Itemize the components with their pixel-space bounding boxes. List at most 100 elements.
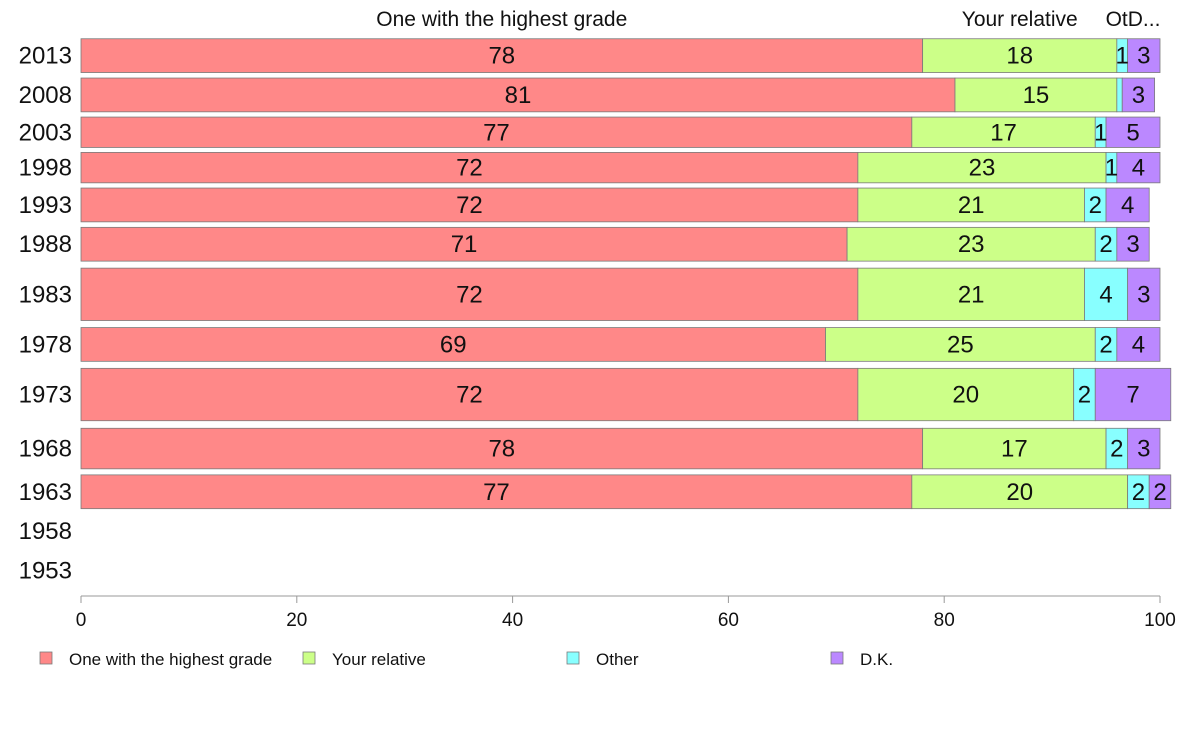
x-tick-label-20: 20 bbox=[286, 610, 307, 631]
x-tick-label-100: 100 bbox=[1144, 610, 1176, 631]
legend-label-other: Other bbox=[596, 650, 639, 669]
data-label-2003-one-with-the-highest-grade: 77 bbox=[483, 119, 510, 146]
data-label-1973-your-relative: 20 bbox=[952, 382, 979, 409]
bars-layer bbox=[80, 38, 1172, 510]
data-label-1968-one-with-the-highest-grade: 78 bbox=[488, 436, 515, 463]
bar-1978-one-with-the-highest-grade bbox=[80, 327, 826, 362]
y-category-1958: 1958 bbox=[19, 518, 72, 545]
bar-2003-d-k bbox=[1105, 116, 1161, 148]
y-category-1998: 1998 bbox=[19, 155, 72, 182]
legend: One with the highest grade Your relative O… bbox=[39, 650, 893, 669]
bar-2013-one-with-the-highest-grade bbox=[80, 38, 924, 73]
data-label-1998-your-relative: 23 bbox=[969, 155, 996, 182]
data-label-1968-your-relative: 17 bbox=[1001, 436, 1028, 463]
data-label-1983-your-relative: 21 bbox=[958, 281, 985, 308]
x-tick-label-80: 80 bbox=[934, 610, 955, 631]
bar-1993-one-with-the-highest-grade bbox=[80, 187, 859, 223]
y-category-2003: 2003 bbox=[19, 119, 72, 146]
data-label-1983-one-with-the-highest-grade: 72 bbox=[456, 281, 483, 308]
data-label-2013-one-with-the-highest-grade: 78 bbox=[488, 43, 515, 70]
bar-1973-your-relative bbox=[857, 367, 1075, 422]
data-label-1963-other: 2 bbox=[1132, 479, 1145, 506]
bar-1978-your-relative bbox=[825, 327, 1096, 362]
bar-1973-one-with-the-highest-grade bbox=[80, 367, 859, 422]
bar-2013-d-k bbox=[1127, 38, 1161, 73]
data-label-1978-your-relative: 25 bbox=[947, 331, 974, 358]
bar-1998-d-k bbox=[1116, 152, 1161, 184]
y-category-1993: 1993 bbox=[19, 192, 72, 219]
data-label-2003-your-relative: 17 bbox=[990, 119, 1017, 146]
data-label-2008-your-relative: 15 bbox=[1023, 82, 1050, 109]
data-label-1973-other: 2 bbox=[1078, 382, 1091, 409]
data-label-1988-other: 2 bbox=[1099, 231, 1112, 258]
y-category-1953: 1953 bbox=[19, 557, 72, 584]
data-label-1998-other: 1 bbox=[1105, 155, 1118, 182]
bar-1968-d-k bbox=[1127, 427, 1161, 470]
bar-2008-your-relative bbox=[954, 77, 1118, 113]
x-axis: 0 20 40 60 80 100 bbox=[76, 595, 1176, 631]
bar-1998-one-with-the-highest-grade bbox=[80, 152, 859, 184]
data-label-1998-d-k: 4 bbox=[1132, 155, 1145, 182]
bar-1973-d-k bbox=[1094, 367, 1172, 422]
legend-swatch-one-with-the-highest-grade bbox=[39, 651, 53, 665]
bar-1963-d-k bbox=[1148, 474, 1172, 510]
x-tick-label-0: 0 bbox=[76, 610, 87, 631]
bar-1988-one-with-the-highest-grade bbox=[80, 226, 848, 262]
data-labels-layer: 78 18 1 381 15 377 17 1 572 23 1 472 21 2 471 23 2 372 21 4… bbox=[440, 43, 1167, 506]
bar-1998-your-relative bbox=[857, 152, 1107, 184]
data-label-1978-one-with-the-highest-grade: 69 bbox=[440, 331, 467, 358]
bar-2013-your-relative bbox=[922, 38, 1118, 73]
bar-1978-d-k bbox=[1116, 327, 1161, 362]
data-label-1993-d-k: 4 bbox=[1121, 192, 1134, 219]
bar-2008-other bbox=[1116, 77, 1123, 113]
data-label-1968-d-k: 3 bbox=[1137, 436, 1150, 463]
data-label-1963-d-k: 2 bbox=[1153, 479, 1166, 506]
legend-swatch-other bbox=[566, 651, 580, 665]
y-category-1963: 1963 bbox=[19, 479, 72, 506]
bar-2003-your-relative bbox=[911, 116, 1096, 148]
y-category-1973: 1973 bbox=[19, 382, 72, 409]
column-header-otd: OtD... bbox=[1106, 8, 1161, 31]
data-label-1988-d-k: 3 bbox=[1126, 231, 1139, 258]
data-label-2013-d-k: 3 bbox=[1137, 43, 1150, 70]
y-axis-categories: 2013 2008 2003 1998 1993 1988 1983 1978 1973 1968… bbox=[19, 43, 72, 585]
legend-label-d-k: D.K. bbox=[860, 650, 893, 669]
bar-1988-d-k bbox=[1116, 226, 1150, 262]
y-category-1988: 1988 bbox=[19, 231, 72, 258]
data-label-1963-your-relative: 20 bbox=[1006, 479, 1033, 506]
x-tick-label-40: 40 bbox=[502, 610, 523, 631]
data-label-1993-one-with-the-highest-grade: 72 bbox=[456, 192, 483, 219]
bar-1963-one-with-the-highest-grade bbox=[80, 474, 913, 510]
bar-1993-your-relative bbox=[857, 187, 1085, 223]
data-label-1998-one-with-the-highest-grade: 72 bbox=[456, 155, 483, 182]
data-label-2008-d-k: 3 bbox=[1132, 82, 1145, 109]
bar-1963-your-relative bbox=[911, 474, 1129, 510]
data-label-1973-d-k: 7 bbox=[1126, 382, 1139, 409]
legend-swatch-d-k bbox=[830, 651, 844, 665]
data-label-2003-other: 1 bbox=[1094, 119, 1107, 146]
bar-1983-d-k bbox=[1127, 267, 1161, 321]
data-label-1978-other: 2 bbox=[1099, 331, 1112, 358]
data-label-1993-your-relative: 21 bbox=[958, 192, 985, 219]
bar-1983-your-relative bbox=[857, 267, 1085, 321]
bar-1983-one-with-the-highest-grade bbox=[80, 267, 859, 321]
data-label-2008-one-with-the-highest-grade: 81 bbox=[505, 82, 532, 109]
data-label-1988-one-with-the-highest-grade: 71 bbox=[451, 231, 478, 258]
data-label-1978-d-k: 4 bbox=[1132, 331, 1145, 358]
legend-label-one-with-the-highest-grade: One with the highest grade bbox=[69, 650, 272, 669]
data-label-1973-one-with-the-highest-grade: 72 bbox=[456, 382, 483, 409]
bar-2008-d-k bbox=[1121, 77, 1156, 113]
y-category-1983: 1983 bbox=[19, 281, 72, 308]
data-label-1968-other: 2 bbox=[1110, 436, 1123, 463]
data-label-1988-your-relative: 23 bbox=[958, 231, 985, 258]
data-label-2013-your-relative: 18 bbox=[1006, 43, 1033, 70]
y-category-1968: 1968 bbox=[19, 436, 72, 463]
data-label-2003-d-k: 5 bbox=[1126, 119, 1139, 146]
data-label-1963-one-with-the-highest-grade: 77 bbox=[483, 479, 510, 506]
column-headers: One with the highest grade Your relative O… bbox=[376, 8, 1160, 31]
y-category-2013: 2013 bbox=[19, 43, 72, 70]
x-tick-label-60: 60 bbox=[718, 610, 739, 631]
y-category-1978: 1978 bbox=[19, 331, 72, 358]
legend-label-your-relative: Your relative bbox=[332, 650, 426, 669]
